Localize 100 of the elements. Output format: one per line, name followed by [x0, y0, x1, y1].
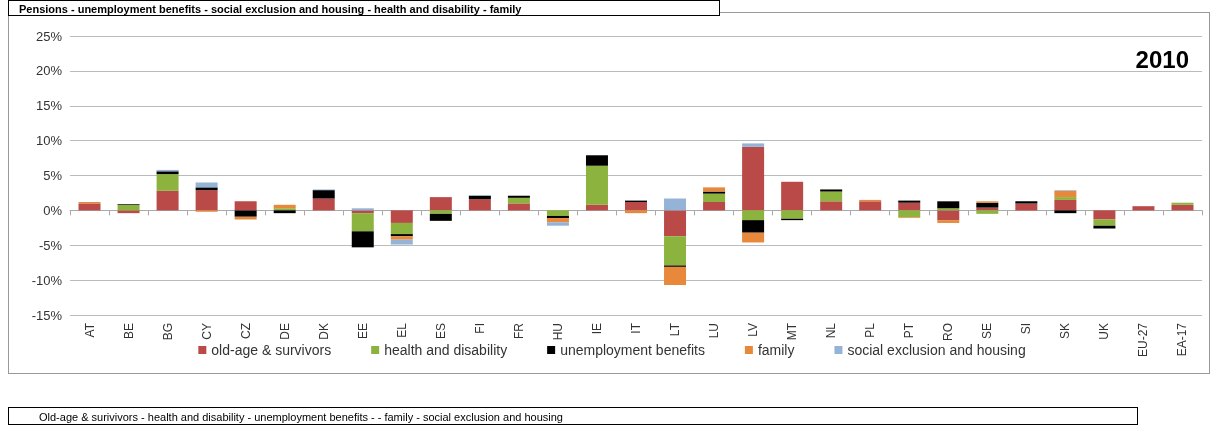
x-tick-label: NL	[824, 322, 839, 339]
bar	[546, 210, 569, 216]
bar	[664, 210, 687, 237]
x-tick-label: SI	[1019, 323, 1034, 335]
bar	[703, 191, 726, 194]
bar	[781, 210, 804, 219]
bar	[1093, 219, 1116, 226]
bar	[742, 232, 765, 243]
bar	[117, 204, 140, 211]
x-tick-label: BE	[121, 323, 136, 340]
bar	[78, 203, 101, 211]
bar	[742, 146, 765, 211]
bar	[312, 198, 335, 211]
bar	[390, 210, 413, 223]
bar	[898, 202, 921, 211]
bar	[781, 181, 804, 211]
bar	[351, 213, 374, 232]
x-tick-label: EA-17	[1175, 322, 1190, 357]
legend-label: social exclusion and housing	[847, 342, 1026, 358]
bar	[625, 210, 647, 214]
legend-label: family	[757, 342, 795, 358]
x-tick-label: FR	[511, 322, 526, 339]
y-tick-label: 20%	[35, 63, 63, 79]
bar	[156, 190, 179, 211]
bar	[820, 189, 843, 192]
bar	[546, 222, 569, 226]
bar	[1171, 202, 1194, 205]
x-tick-label: RO	[941, 323, 956, 341]
x-tick-label: IE	[589, 323, 604, 335]
bar	[937, 201, 960, 209]
bar	[859, 201, 882, 211]
x-tick-label: BG	[160, 323, 175, 341]
bar	[625, 202, 647, 211]
bar	[937, 210, 960, 221]
bar	[390, 222, 413, 235]
bar	[1054, 210, 1077, 214]
bar	[1015, 203, 1038, 211]
bar	[585, 165, 608, 205]
bar	[429, 197, 452, 211]
bar	[1054, 197, 1077, 200]
x-tick-label: UK	[1097, 323, 1112, 340]
bar	[937, 220, 960, 223]
x-tick-label: IT	[629, 322, 643, 334]
bar	[664, 266, 687, 286]
bar	[507, 203, 530, 211]
bar	[195, 182, 218, 188]
y-tick-label: -15%	[31, 307, 63, 323]
x-tick-label: EU-27	[1136, 322, 1151, 358]
x-tick-label: DK	[316, 323, 331, 340]
bar	[1054, 190, 1077, 198]
bar	[312, 190, 335, 199]
x-tick-label: CY	[199, 323, 214, 340]
bar	[976, 202, 999, 208]
bar	[703, 193, 726, 203]
bar	[195, 187, 218, 191]
legend-label: health and disability	[384, 342, 508, 358]
bar	[468, 199, 491, 211]
bar	[1054, 199, 1077, 211]
x-tick-label: EE	[355, 323, 370, 340]
bar	[664, 198, 687, 211]
bar	[429, 210, 452, 214]
x-tick-label: HU	[550, 323, 565, 341]
y-tick-label: 15%	[35, 98, 63, 114]
x-tick-label: AT	[82, 322, 97, 338]
x-tick-label: DE	[277, 323, 292, 340]
bar	[1093, 210, 1116, 220]
bar	[195, 190, 218, 211]
x-tick-label: MT	[785, 322, 800, 341]
bar	[1132, 206, 1155, 211]
x-tick-label: SE	[980, 323, 995, 340]
y-tick-label: -5%	[38, 237, 63, 253]
bar	[546, 215, 569, 219]
chart-subtitle: 2010	[1135, 45, 1189, 73]
bar	[898, 200, 921, 203]
bar	[937, 208, 960, 211]
bar	[703, 187, 726, 192]
legend-label: old-age & survivors	[211, 342, 332, 358]
bar	[507, 195, 530, 198]
x-tick-label: SK	[1058, 323, 1073, 340]
bar	[742, 210, 765, 221]
bar	[820, 201, 843, 211]
bar	[742, 143, 765, 147]
bar	[1093, 225, 1116, 229]
bar	[585, 155, 608, 166]
bar	[429, 213, 452, 221]
x-tick-label: EL	[394, 322, 409, 338]
bar	[703, 202, 726, 211]
bar	[351, 231, 374, 248]
x-tick-label: LV	[746, 323, 761, 337]
bar	[390, 239, 413, 245]
x-tick-label: PL	[863, 322, 878, 338]
bar	[898, 210, 921, 218]
x-tick-label: ES	[433, 323, 448, 340]
y-tick-label: 5%	[43, 168, 63, 183]
y-tick-label: 0%	[43, 202, 63, 218]
legend-label: unemployment benefits	[560, 342, 705, 358]
bar	[664, 236, 687, 266]
x-tick-label: PT	[902, 322, 917, 339]
y-tick-label: -10%	[31, 272, 63, 288]
bar	[742, 220, 765, 233]
